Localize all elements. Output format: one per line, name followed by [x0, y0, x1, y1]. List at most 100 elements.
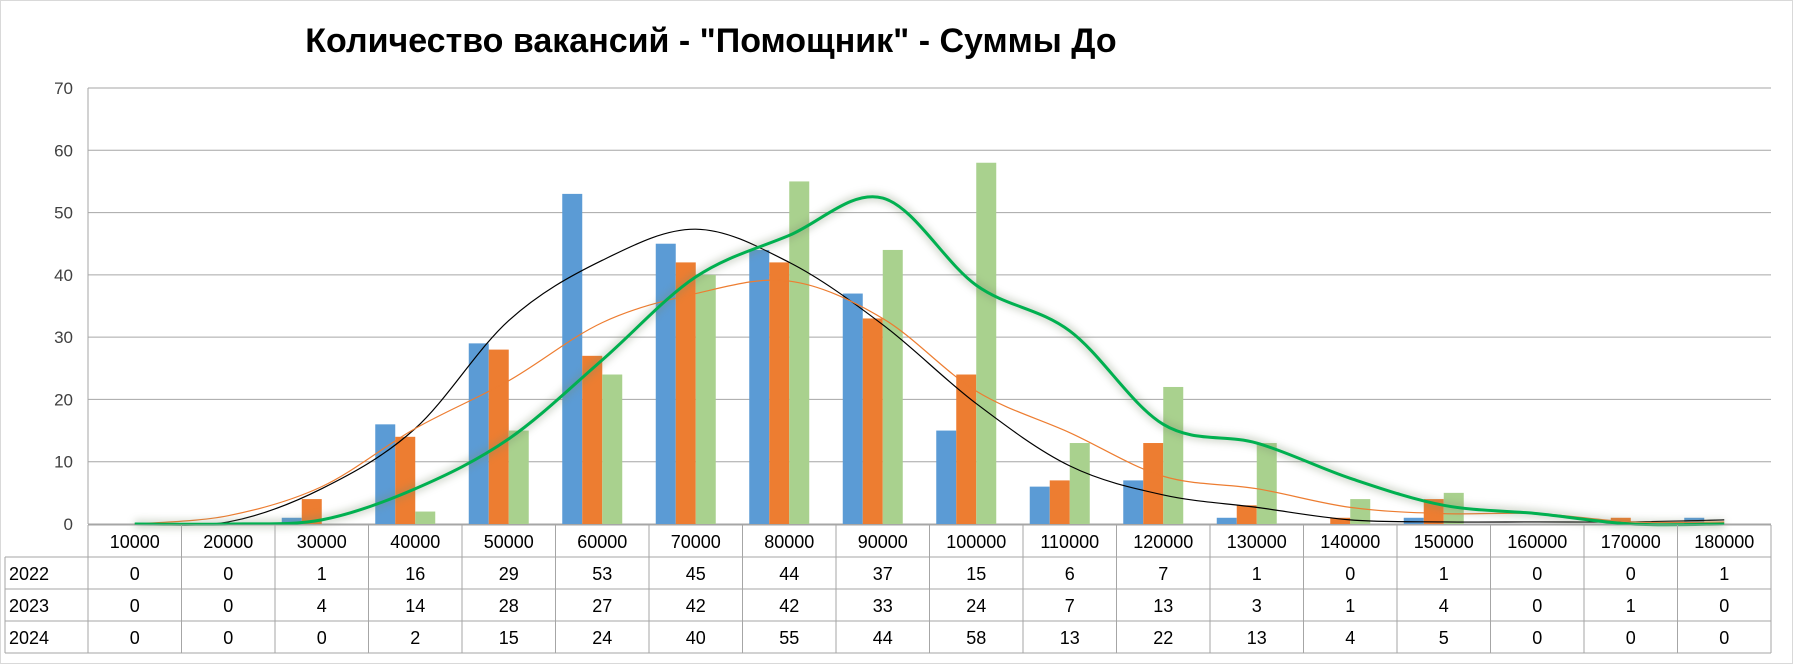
x-tick-label-60000: 60000 — [577, 532, 627, 552]
bar-2022-100000 — [936, 430, 957, 524]
table-cell-2023-120000: 13 — [1153, 596, 1173, 616]
y-tick-label-20: 20 — [54, 390, 73, 409]
table-cell-2024-130000: 13 — [1247, 628, 1267, 648]
legend-row-label-2022: 2022 — [9, 564, 49, 584]
table-cell-2023-180000: 0 — [1719, 596, 1729, 616]
bar-2022-60000 — [562, 193, 583, 524]
bar-2022-120000 — [1123, 480, 1144, 524]
x-tick-label-30000: 30000 — [297, 532, 347, 552]
x-tick-label-10000: 10000 — [110, 532, 160, 552]
x-tick-label-50000: 50000 — [484, 532, 534, 552]
x-tick-label-150000: 150000 — [1414, 532, 1474, 552]
x-tick-label-20000: 20000 — [203, 532, 253, 552]
x-tick-label-40000: 40000 — [390, 532, 440, 552]
table-cell-2023-20000: 0 — [223, 596, 233, 616]
bar-2022-130000 — [1216, 517, 1237, 524]
bar-2023-130000 — [1236, 505, 1257, 524]
bar-2022-150000 — [1403, 517, 1424, 524]
table-cell-2024-30000: 0 — [317, 628, 327, 648]
table-cell-2024-80000: 55 — [779, 628, 799, 648]
bar-2024-130000 — [1256, 443, 1277, 524]
bar-2023-60000 — [582, 355, 603, 524]
y-tick-label-70: 70 — [54, 79, 73, 98]
table-cell-2023-150000: 4 — [1439, 596, 1449, 616]
bar-2024-40000 — [415, 511, 436, 524]
table-cell-2024-160000: 0 — [1532, 628, 1542, 648]
bar-2023-110000 — [1049, 480, 1070, 524]
y-tick-label-50: 50 — [54, 204, 73, 223]
y-tick-label-60: 60 — [54, 141, 73, 160]
bar-2022-110000 — [1029, 486, 1050, 524]
table-cell-2023-140000: 1 — [1345, 596, 1355, 616]
bar-2022-40000 — [375, 424, 396, 524]
y-tick-label-10: 10 — [54, 453, 73, 472]
table-cell-2023-110000: 7 — [1065, 596, 1075, 616]
legend-row-label-2024: 2024 — [9, 628, 49, 648]
x-tick-label-80000: 80000 — [764, 532, 814, 552]
table-cell-2024-20000: 0 — [223, 628, 233, 648]
y-tick-label-30: 30 — [54, 328, 73, 347]
table-cell-2024-180000: 0 — [1719, 628, 1729, 648]
x-tick-label-70000: 70000 — [671, 532, 721, 552]
table-cell-2022-180000: 1 — [1719, 564, 1729, 584]
chart-title: Количество вакансий - "Помощник" - Суммы… — [305, 22, 1116, 60]
bar-2024-120000 — [1163, 386, 1184, 524]
x-tick-label-160000: 160000 — [1507, 532, 1567, 552]
table-cell-2022-20000: 0 — [223, 564, 233, 584]
bar-2024-70000 — [695, 274, 716, 524]
y-tick-label-0: 0 — [64, 515, 73, 534]
table-cell-2023-90000: 33 — [873, 596, 893, 616]
bar-2023-90000 — [862, 318, 883, 524]
bar-2023-100000 — [956, 374, 977, 524]
table-cell-2023-70000: 42 — [686, 596, 706, 616]
table-cell-2022-90000: 37 — [873, 564, 893, 584]
table-cell-2023-170000: 1 — [1626, 596, 1636, 616]
trendline-2022 — [134, 228, 1725, 526]
bar-2023-40000 — [395, 436, 416, 524]
table-cell-2023-80000: 42 — [779, 596, 799, 616]
trendline-2024 — [134, 195, 1725, 527]
table-cell-2022-120000: 7 — [1158, 564, 1168, 584]
x-tick-label-100000: 100000 — [946, 532, 1006, 552]
bar-2023-120000 — [1143, 443, 1164, 524]
x-tick-label-180000: 180000 — [1694, 532, 1754, 552]
x-tick-label-120000: 120000 — [1133, 532, 1193, 552]
table-cell-2024-10000: 0 — [130, 628, 140, 648]
bar-2023-70000 — [675, 262, 696, 524]
table-cell-2024-100000: 58 — [966, 628, 986, 648]
table-cell-2022-50000: 29 — [499, 564, 519, 584]
table-cell-2023-100000: 24 — [966, 596, 986, 616]
x-tick-label-130000: 130000 — [1227, 532, 1287, 552]
table-cell-2022-70000: 45 — [686, 564, 706, 584]
table-cell-2022-60000: 53 — [592, 564, 612, 584]
table-cell-2024-110000: 13 — [1060, 628, 1080, 648]
table-cell-2022-130000: 1 — [1252, 564, 1262, 584]
table-cell-2022-150000: 1 — [1439, 564, 1449, 584]
bar-2022-80000 — [749, 249, 770, 524]
table-cell-2022-110000: 6 — [1065, 564, 1075, 584]
table-cell-2022-10000: 0 — [130, 564, 140, 584]
bar-2024-90000 — [882, 249, 903, 524]
table-cell-2023-130000: 3 — [1252, 596, 1262, 616]
table-cell-2023-30000: 4 — [317, 596, 327, 616]
bar-2023-140000 — [1330, 517, 1351, 524]
table-cell-2022-170000: 0 — [1626, 564, 1636, 584]
table-cell-2022-100000: 15 — [966, 564, 986, 584]
table-cell-2022-80000: 44 — [779, 564, 799, 584]
table-cell-2024-140000: 4 — [1345, 628, 1355, 648]
trendline-shadow-2024 — [134, 192, 1725, 529]
bar-2024-50000 — [508, 430, 529, 524]
table-cell-2024-70000: 40 — [686, 628, 706, 648]
table-cell-2023-40000: 14 — [405, 596, 425, 616]
bar-2022-70000 — [655, 243, 676, 524]
trendline-2023 — [134, 279, 1725, 525]
table-cell-2022-140000: 0 — [1345, 564, 1355, 584]
table-cell-2023-50000: 28 — [499, 596, 519, 616]
table-cell-2023-60000: 27 — [592, 596, 612, 616]
x-tick-label-110000: 110000 — [1040, 532, 1099, 552]
bar-2024-110000 — [1069, 443, 1090, 524]
table-cell-2022-30000: 1 — [317, 564, 327, 584]
